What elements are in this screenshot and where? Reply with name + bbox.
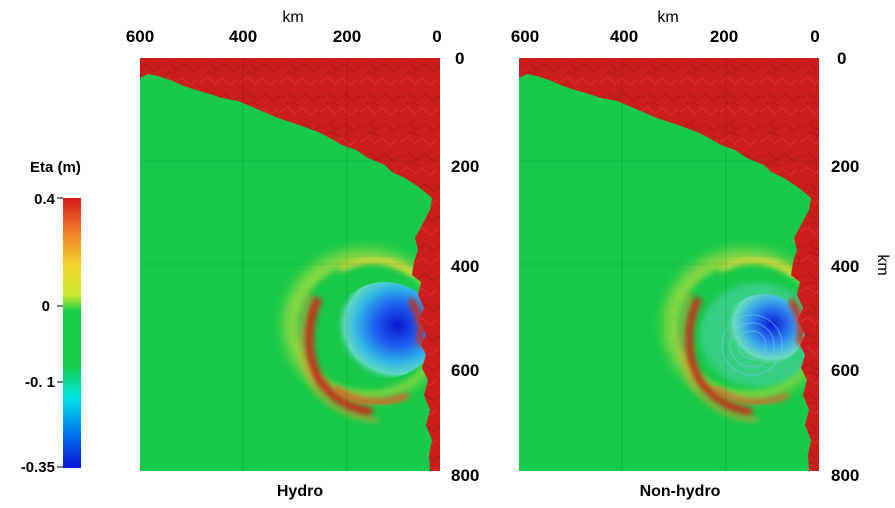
panel-title-non-hydro: Non-hydro [640,483,721,500]
colorbar-tick-0.4: 0.4 [34,191,56,208]
x-axis-unit-non-hydro: km [657,9,678,26]
y-tick-800-hydro: 800 [451,466,479,485]
x-tick-400-hydro: 400 [229,27,257,46]
colorbar-gradient [63,198,81,468]
colorbar: Eta (m) 0.4 0 -0. 1 -0.35 [21,159,81,476]
y-tick-400-hydro: 400 [451,257,479,276]
land-non-hydro [519,58,819,471]
wave-field-hydro [283,249,440,422]
y-tick-200-non-hydro: 200 [831,157,859,176]
colorbar-tick--0.35: -0.35 [21,459,55,476]
x-tick-400-non-hydro: 400 [610,27,638,46]
panel-hydro: km 600 400 200 0 [126,9,480,500]
land-hydro [140,58,440,471]
panel-title-hydro: Hydro [277,483,323,500]
y-tick-0-hydro: 0 [455,49,464,68]
x-tick-200-non-hydro: 200 [710,27,738,46]
y-tick-800-non-hydro: 800 [831,466,859,485]
map-non-hydro [519,58,819,471]
y-axis-unit: km [874,254,891,275]
wave-field-non-hydro [663,249,819,422]
colorbar-tick-0: 0 [42,298,50,315]
colorbar-title: Eta (m) [30,159,81,176]
panel-non-hydro: km 600 400 200 0 [511,9,891,500]
y-tick-400-non-hydro: 400 [831,257,859,276]
x-tick-200-hydro: 200 [333,27,361,46]
x-tick-600-non-hydro: 600 [511,27,539,46]
y-tick-600-hydro: 600 [451,361,479,380]
y-tick-0-non-hydro: 0 [837,49,846,68]
y-tick-600-non-hydro: 600 [831,361,859,380]
map-hydro [140,58,440,471]
x-tick-0-non-hydro: 0 [810,27,819,46]
x-tick-600-hydro: 600 [126,27,154,46]
x-axis-unit-hydro: km [282,9,303,26]
x-tick-0-hydro: 0 [432,27,441,46]
y-tick-200-hydro: 200 [451,157,479,176]
colorbar-tick--0.1: -0. 1 [25,374,55,391]
